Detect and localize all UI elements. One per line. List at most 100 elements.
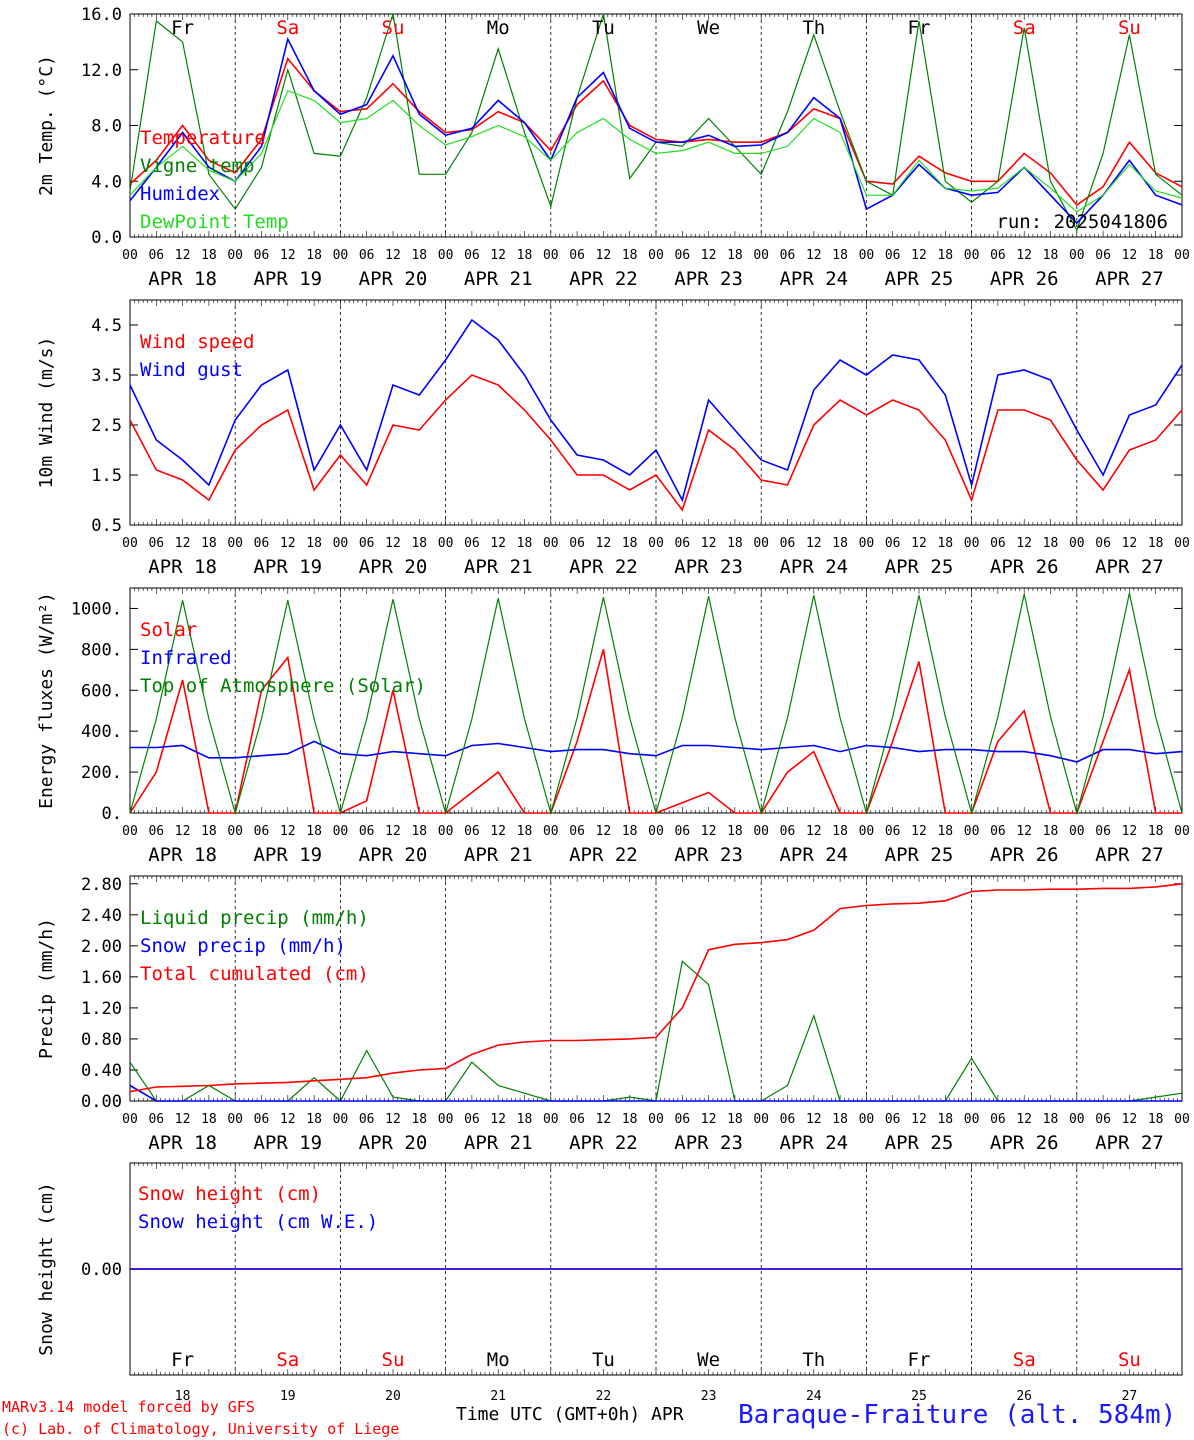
date-label: APR 22 [569,268,638,290]
date-label: APR 25 [885,844,954,866]
hour-tick-label: 06 [464,1112,480,1127]
hour-tick-label: 00 [964,536,980,551]
date-label: APR 27 [1095,844,1164,866]
hour-tick-label: 00 [543,1112,559,1127]
time-axis-label: Time UTC (GMT+0h) APR [456,1404,684,1425]
run-label: run: 2025041806 [996,211,1168,233]
hour-tick-label: 00 [1069,248,1085,263]
y-axis-label: Snow height (cm) [36,1182,57,1355]
y-tick-label: 1.5 [91,466,122,486]
y-tick-label: 0.00 [81,1092,122,1112]
hour-tick-label: 18 [306,536,322,551]
date-label: APR 26 [990,556,1059,578]
hour-tick-label: 06 [885,1112,901,1127]
date-label: APR 19 [253,1132,322,1154]
day-number-label: 18 [175,1389,191,1404]
hour-tick-label: 12 [1122,824,1138,839]
hour-tick-label: 12 [806,824,822,839]
date-label: APR 22 [569,556,638,578]
day-number-label: 25 [911,1389,927,1404]
y-tick-label: 2.40 [81,906,122,926]
hour-tick-label: 18 [1148,536,1164,551]
hour-tick-label: 18 [832,1112,848,1127]
hour-tick-label: 06 [1095,824,1111,839]
hour-tick-label: 06 [885,248,901,263]
hour-tick-label: 18 [727,824,743,839]
panel-frame [129,587,1183,814]
hour-tick-label: 06 [359,248,375,263]
hour-tick-label: 00 [648,1112,664,1127]
date-label: APR 19 [253,556,322,578]
date-label: APR 26 [990,1132,1059,1154]
hour-tick-label: 18 [1043,824,1059,839]
hour-tick-label: 18 [517,536,533,551]
weekday-label: Fr [908,17,931,39]
hour-tick-label: 06 [359,536,375,551]
hour-tick-label: 00 [543,824,559,839]
date-label: APR 25 [885,268,954,290]
hour-tick-label: 12 [701,824,717,839]
hour-tick-label: 00 [438,1112,454,1127]
hour-tick-label: 18 [517,248,533,263]
hour-tick-label: 12 [175,824,191,839]
date-label: APR 24 [779,556,848,578]
hour-tick-label: 00 [753,248,769,263]
hour-tick-label: 12 [911,824,927,839]
hour-tick-label: 00 [648,536,664,551]
hour-tick-label: 12 [701,248,717,263]
month-label: APR [651,1404,684,1425]
date-label: APR 23 [674,1132,743,1154]
weekday-label: Mo [487,1349,510,1371]
hour-tick-label: 06 [148,1112,164,1127]
hour-tick-label: 06 [254,536,270,551]
hour-tick-label: 06 [464,248,480,263]
hour-tick-label: 12 [385,536,401,551]
hour-tick-label: 06 [148,536,164,551]
hour-tick-label: 12 [490,1112,506,1127]
weekday-label: Sa [276,1349,299,1371]
hour-tick-label: 12 [175,1112,191,1127]
hour-tick-label: 12 [701,536,717,551]
hour-tick-label: 00 [753,824,769,839]
legend-entry: Snow height (cm) [138,1183,321,1205]
hour-tick-label: 18 [1148,248,1164,263]
hour-tick-label: 18 [517,1112,533,1127]
legend-entry: Humidex [140,183,220,205]
date-label: APR 21 [464,844,533,866]
y-tick-label: 4.5 [91,316,122,336]
date-label: APR 22 [569,844,638,866]
date-label: APR 20 [359,844,428,866]
hour-tick-label: 06 [1095,1112,1111,1127]
hour-tick-label: 06 [464,824,480,839]
weekday-label: We [697,17,720,39]
y-tick-label: 1.60 [81,968,122,988]
date-label: APR 26 [990,268,1059,290]
hour-tick-label: 00 [1069,1112,1085,1127]
hour-tick-label: 18 [727,248,743,263]
y-tick-label: 600. [81,681,122,701]
y-tick-label: 400. [81,722,122,742]
weekday-label: Su [1118,1349,1141,1371]
hour-tick-label: 18 [201,1112,217,1127]
hour-tick-label: 00 [859,536,875,551]
hour-tick-label: 06 [674,536,690,551]
hour-tick-label: 00 [964,824,980,839]
hour-tick-label: 06 [780,248,796,263]
hour-tick-label: 00 [333,248,349,263]
hour-tick-label: 12 [911,1112,927,1127]
legend-entry: Snow precip (mm/h) [140,935,346,957]
hour-tick-label: 06 [148,824,164,839]
hour-tick-label: 00 [438,824,454,839]
date-label: APR 20 [359,268,428,290]
y-tick-label: 2.5 [91,416,122,436]
hour-tick-label: 00 [543,248,559,263]
hour-tick-label: 00 [333,1112,349,1127]
weekday-label: Su [382,1349,405,1371]
hour-tick-label: 18 [1148,824,1164,839]
hour-tick-label: 18 [306,824,322,839]
hour-tick-label: 00 [227,248,243,263]
weekday-label: Sa [1013,1349,1036,1371]
hour-tick-label: 18 [201,824,217,839]
legend-entry: Solar [140,619,197,641]
hour-tick-label: 06 [674,824,690,839]
